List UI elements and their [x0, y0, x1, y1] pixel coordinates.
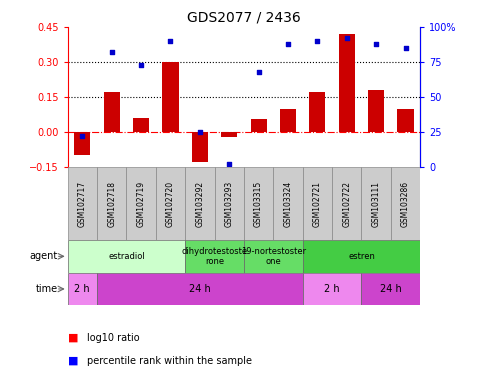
Bar: [97, 167, 127, 240]
Text: 2 h: 2 h: [324, 284, 340, 294]
Text: 24 h: 24 h: [189, 284, 211, 294]
Point: [108, 49, 115, 55]
Bar: [185, 167, 214, 240]
Text: GSM103324: GSM103324: [284, 180, 293, 227]
Bar: [391, 167, 420, 240]
Text: GSM102717: GSM102717: [78, 180, 87, 227]
Text: GSM103315: GSM103315: [254, 180, 263, 227]
Bar: [303, 273, 361, 305]
Bar: [133, 118, 149, 132]
Text: estren: estren: [348, 252, 375, 261]
Point: [402, 45, 410, 51]
Point: [343, 35, 351, 41]
Bar: [68, 273, 97, 305]
Text: estradiol: estradiol: [108, 252, 145, 261]
Point: [167, 38, 174, 44]
Bar: [97, 273, 303, 305]
Bar: [303, 240, 420, 273]
Point: [372, 41, 380, 47]
Bar: [221, 132, 237, 137]
Bar: [156, 167, 185, 240]
Text: 19-nortestoster
one: 19-nortestoster one: [241, 247, 306, 266]
Point: [137, 62, 145, 68]
Bar: [339, 34, 355, 132]
Text: GSM103293: GSM103293: [225, 180, 234, 227]
Text: 2 h: 2 h: [74, 284, 90, 294]
Bar: [214, 167, 244, 240]
Bar: [280, 109, 296, 132]
Text: GSM102721: GSM102721: [313, 180, 322, 227]
Bar: [244, 240, 303, 273]
Text: GSM103286: GSM103286: [401, 180, 410, 227]
Bar: [303, 167, 332, 240]
Bar: [368, 90, 384, 132]
Bar: [251, 119, 267, 132]
Point: [196, 129, 204, 135]
Bar: [273, 167, 303, 240]
Bar: [309, 92, 326, 132]
Point: [78, 133, 86, 139]
Bar: [192, 132, 208, 162]
Text: agent: agent: [30, 251, 58, 262]
Bar: [127, 167, 156, 240]
Bar: [361, 167, 391, 240]
Point: [313, 38, 321, 44]
Bar: [68, 167, 97, 240]
Bar: [244, 167, 273, 240]
Text: time: time: [36, 284, 58, 294]
Bar: [332, 167, 361, 240]
Text: GSM102720: GSM102720: [166, 180, 175, 227]
Text: dihydrotestoste
rone: dihydrotestoste rone: [182, 247, 248, 266]
Text: ■: ■: [68, 356, 78, 366]
Point: [226, 161, 233, 167]
Text: log10 ratio: log10 ratio: [87, 333, 140, 343]
Bar: [185, 240, 244, 273]
Bar: [68, 240, 185, 273]
Text: GSM103111: GSM103111: [371, 180, 381, 227]
Text: GSM102722: GSM102722: [342, 180, 351, 227]
Bar: [361, 273, 420, 305]
Point: [284, 41, 292, 47]
Text: GSM102719: GSM102719: [137, 180, 145, 227]
Text: percentile rank within the sample: percentile rank within the sample: [87, 356, 252, 366]
Text: 24 h: 24 h: [380, 284, 402, 294]
Bar: [74, 132, 90, 156]
Bar: [104, 92, 120, 132]
Text: GSM103292: GSM103292: [195, 180, 204, 227]
Point: [255, 69, 262, 75]
Title: GDS2077 / 2436: GDS2077 / 2436: [187, 10, 301, 24]
Text: ■: ■: [68, 333, 78, 343]
Bar: [398, 109, 413, 132]
Bar: [162, 62, 179, 132]
Text: GSM102718: GSM102718: [107, 180, 116, 227]
